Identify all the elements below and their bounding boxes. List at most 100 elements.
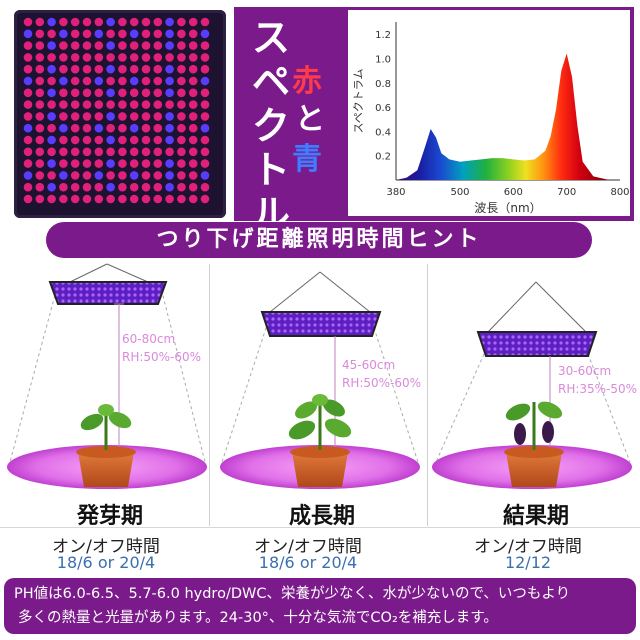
red-led — [70, 194, 80, 204]
red-led — [177, 100, 186, 109]
red-led — [188, 159, 198, 168]
red-led — [94, 64, 104, 74]
red-led — [106, 76, 115, 86]
red-led — [35, 29, 45, 39]
red-led — [118, 135, 127, 145]
title-blue: 青 — [292, 142, 322, 177]
red-led — [200, 112, 210, 121]
title-and: と — [295, 102, 325, 137]
red-led — [153, 64, 163, 74]
blue-led — [129, 171, 139, 180]
red-led — [59, 41, 68, 50]
red-led — [200, 100, 210, 109]
blue-led — [106, 182, 115, 192]
led-grid — [23, 17, 210, 204]
red-led — [188, 17, 198, 27]
red-led — [129, 147, 139, 157]
red-led — [82, 17, 92, 27]
blue-led — [47, 182, 56, 192]
blue-led — [106, 135, 115, 145]
eggplant-icon — [542, 421, 554, 443]
red-led — [23, 147, 33, 157]
red-led — [82, 100, 92, 109]
red-led — [70, 112, 80, 121]
red-led — [177, 135, 186, 145]
red-led — [70, 147, 80, 157]
x-tick-label: 800 — [610, 187, 629, 198]
red-led — [94, 88, 104, 98]
red-led — [35, 88, 45, 98]
red-led — [141, 17, 151, 27]
red-led — [188, 112, 198, 121]
blue-led — [47, 135, 56, 145]
red-led — [82, 88, 92, 98]
hanging-distance-banner — [46, 222, 592, 258]
red-led — [188, 29, 198, 39]
red-led — [177, 88, 186, 98]
red-led — [200, 194, 210, 204]
stage-3-hours-title: オン/オフ時間 — [474, 537, 582, 557]
stage-1-hours: 18/6 or 20/4 — [56, 553, 156, 572]
blue-led — [165, 159, 174, 168]
red-led — [23, 194, 33, 204]
red-led — [59, 64, 68, 74]
red-led — [23, 159, 33, 168]
red-led — [118, 194, 127, 204]
red-led — [82, 123, 92, 133]
plant-pot — [78, 452, 134, 487]
spectrum-chart: 1.2 1.0 0.8 0.6 0.4 0.2 380 500 600 700 800 波長（nm） ス… — [348, 10, 630, 216]
red-led — [153, 194, 163, 204]
red-led — [153, 53, 163, 62]
red-led — [165, 147, 174, 157]
red-led — [70, 171, 80, 180]
red-led — [94, 41, 104, 50]
title-char: ペ — [251, 60, 290, 104]
red-led — [106, 100, 115, 109]
red-led — [47, 123, 56, 133]
red-led — [129, 53, 139, 62]
red-led — [118, 76, 127, 86]
red-led — [177, 194, 186, 204]
red-led — [177, 159, 186, 168]
red-led — [153, 100, 163, 109]
banner-title: つり下げ距離照明時間ヒント — [156, 227, 482, 252]
red-led — [82, 147, 92, 157]
red-led — [35, 171, 45, 180]
red-led — [200, 64, 210, 74]
red-led — [70, 53, 80, 62]
red-led — [47, 29, 56, 39]
blue-led — [165, 88, 174, 98]
red-led — [70, 182, 80, 192]
red-led — [59, 88, 68, 98]
red-led — [153, 135, 163, 145]
red-led — [47, 171, 56, 180]
red-led — [141, 100, 151, 109]
red-led — [153, 88, 163, 98]
red-led — [35, 123, 45, 133]
red-led — [118, 147, 127, 157]
red-led — [153, 159, 163, 168]
blue-led — [165, 135, 174, 145]
red-led — [153, 182, 163, 192]
x-axis-label: 波長（nm） — [474, 201, 541, 215]
scene-growth — [220, 271, 420, 489]
blue-led — [106, 17, 115, 27]
red-led — [129, 88, 139, 98]
spectrum-title-main: スペクトル — [248, 16, 294, 236]
x-tick-label: 500 — [450, 187, 469, 198]
blue-led — [106, 64, 115, 74]
stage-3-name: 結果期 — [502, 504, 569, 529]
red-led — [35, 53, 45, 62]
red-led — [106, 53, 115, 62]
red-led — [177, 17, 186, 27]
red-led — [59, 112, 68, 121]
scene-divider — [209, 264, 210, 526]
red-led — [188, 194, 198, 204]
red-led — [177, 29, 186, 39]
spectrum-title: スペクトル 赤 と 青 — [240, 12, 345, 236]
red-led — [129, 17, 139, 27]
red-led — [153, 112, 163, 121]
red-led — [177, 171, 186, 180]
red-led — [70, 29, 80, 39]
red-led — [23, 182, 33, 192]
